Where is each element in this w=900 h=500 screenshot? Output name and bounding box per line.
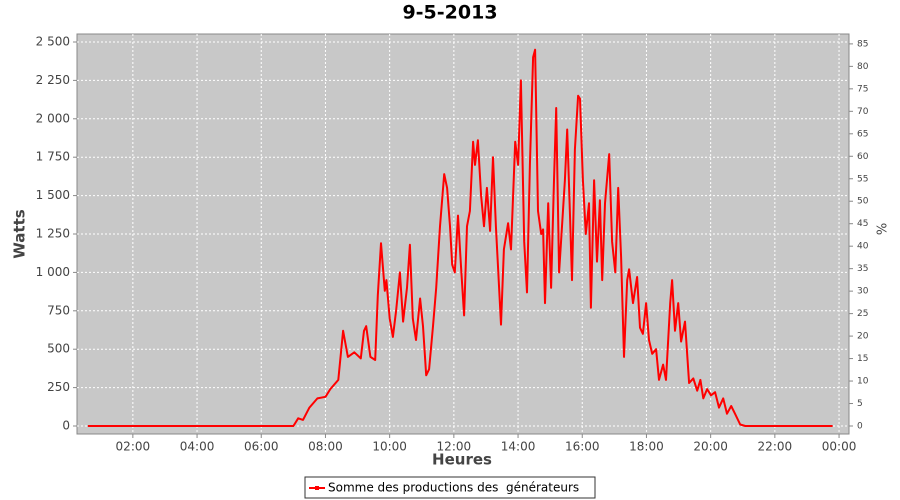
y-tick-label: 2 500 <box>36 34 70 48</box>
x-tick-label: 00:00 <box>822 440 857 454</box>
y2-tick-label: 45 <box>857 219 868 229</box>
x-tick-label: 04:00 <box>180 440 215 454</box>
y-tick-label: 750 <box>47 303 70 317</box>
y2-tick-label: 80 <box>857 62 869 72</box>
y2-tick-label: 75 <box>857 84 868 94</box>
y2-tick-label: 50 <box>857 197 869 207</box>
y2-tick-label: 40 <box>857 242 869 252</box>
y-tick-label: 250 <box>47 380 70 394</box>
legend-box <box>304 476 596 499</box>
y2-tick-label: 0 <box>857 421 863 431</box>
y-tick-label: 1 750 <box>36 150 70 164</box>
x-axis-label: Heures <box>432 451 492 469</box>
y-tick-label: 0 <box>62 419 70 433</box>
y2-tick-label: 15 <box>857 354 868 364</box>
y-tick-label: 1 000 <box>36 265 70 279</box>
y2-tick-label: 10 <box>857 377 869 387</box>
y2-tick-label: 20 <box>857 332 869 342</box>
data-line <box>87 48 833 427</box>
y2-tick-label: 25 <box>857 309 868 319</box>
x-tick-label: 08:00 <box>308 440 343 454</box>
y-tick-label: 2 250 <box>36 73 70 87</box>
y-tick-label: 1 500 <box>36 188 70 202</box>
y-axis-label: Watts <box>11 209 29 258</box>
y2-tick-label: 30 <box>857 287 869 297</box>
y2-tick-label: 35 <box>857 264 868 274</box>
x-tick-label: 16:00 <box>565 440 600 454</box>
y2-tick-label: 5 <box>857 399 863 409</box>
legend: Somme des productions des générateurs <box>304 476 596 499</box>
y2-tick-label: 70 <box>857 107 869 117</box>
x-tick-label: 12:00 <box>437 440 472 454</box>
x-tick-label: 20:00 <box>693 440 728 454</box>
y2-tick-label: 85 <box>857 39 868 49</box>
chart-title: 9-5-2013 <box>402 2 497 24</box>
y-tick-label: 500 <box>47 342 70 356</box>
y2-tick-label: 60 <box>857 152 869 162</box>
y2-tick-label: 65 <box>857 129 868 139</box>
y2-axis-label: % <box>876 223 891 235</box>
x-tick-label: 10:00 <box>372 440 407 454</box>
y2-tick-label: 55 <box>857 174 868 184</box>
x-tick-label: 14:00 <box>501 440 536 454</box>
x-tick-label: 22:00 <box>758 440 793 454</box>
x-tick-label: 18:00 <box>629 440 664 454</box>
legend-label: Somme des productions des générateurs <box>328 481 579 495</box>
legend-marker <box>315 486 319 490</box>
x-tick-label: 02:00 <box>116 440 151 454</box>
y-tick-label: 1 250 <box>36 227 70 241</box>
x-tick-label: 06:00 <box>244 440 279 454</box>
y-tick-label: 2 000 <box>36 111 70 125</box>
